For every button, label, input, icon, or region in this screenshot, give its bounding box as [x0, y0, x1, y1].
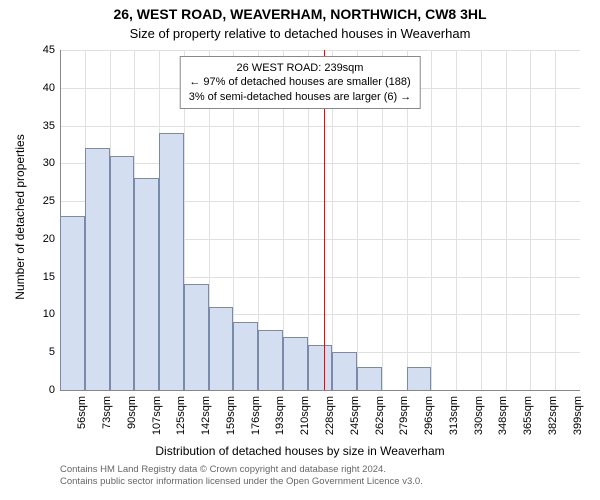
xtick-label: 279sqm	[398, 396, 410, 446]
y-axis-label: Number of detached properties	[13, 117, 27, 317]
ytick-label: 25	[30, 195, 55, 207]
copyright-line1: Contains HM Land Registry data © Crown c…	[60, 464, 590, 476]
grid-line-v	[555, 50, 556, 390]
bar	[85, 148, 110, 390]
ytick-label: 35	[30, 120, 55, 132]
xtick-label: 313sqm	[448, 396, 460, 446]
xtick-label: 193sqm	[274, 396, 286, 446]
xtick-label: 245sqm	[349, 396, 361, 446]
xtick-label: 399sqm	[572, 396, 584, 446]
grid-line-v	[530, 50, 531, 390]
ytick-label: 0	[30, 384, 55, 396]
xtick-label: 262sqm	[374, 396, 386, 446]
grid-line-h	[60, 163, 580, 164]
grid-line-h	[60, 126, 580, 127]
xtick-label: 107sqm	[151, 396, 163, 446]
chart-container: { "title_main": "26, WEST ROAD, WEAVERHA…	[0, 0, 600, 500]
xtick-label: 365sqm	[522, 396, 534, 446]
xtick-label: 210sqm	[299, 396, 311, 446]
chart-title: 26, WEST ROAD, WEAVERHAM, NORTHWICH, CW8…	[0, 6, 600, 22]
bar	[184, 284, 209, 390]
xtick-label: 142sqm	[200, 396, 212, 446]
copyright-line2: Contains public sector information licen…	[60, 476, 590, 488]
xtick-label: 159sqm	[225, 396, 237, 446]
ytick-label: 45	[30, 44, 55, 56]
bar	[357, 367, 382, 390]
xtick-label: 330sqm	[473, 396, 485, 446]
ytick-label: 30	[30, 157, 55, 169]
bar	[134, 178, 159, 390]
xtick-label: 348sqm	[497, 396, 509, 446]
grid-line-v	[456, 50, 457, 390]
grid-line-v	[506, 50, 507, 390]
ytick-label: 40	[30, 82, 55, 94]
bar	[308, 345, 333, 390]
x-axis-label: Distribution of detached houses by size …	[0, 444, 600, 458]
xtick-label: 228sqm	[324, 396, 336, 446]
bar	[407, 367, 432, 390]
chart-subtitle: Size of property relative to detached ho…	[0, 26, 600, 41]
xtick-label: 73sqm	[101, 396, 113, 446]
annotation-line2: ← 97% of detached houses are smaller (18…	[189, 75, 412, 89]
ytick-label: 15	[30, 271, 55, 283]
bar	[258, 330, 283, 390]
copyright-block: Contains HM Land Registry data © Crown c…	[60, 464, 590, 489]
x-axis-line	[60, 390, 580, 391]
xtick-label: 296sqm	[423, 396, 435, 446]
bar	[283, 337, 308, 390]
annotation-box: 26 WEST ROAD: 239sqm ← 97% of detached h…	[180, 56, 421, 109]
xtick-label: 90sqm	[126, 396, 138, 446]
bar	[60, 216, 85, 390]
xtick-label: 382sqm	[547, 396, 559, 446]
ytick-label: 5	[30, 346, 55, 358]
bar	[110, 156, 135, 390]
annotation-line1: 26 WEST ROAD: 239sqm	[189, 61, 412, 75]
bar	[159, 133, 184, 390]
ytick-label: 10	[30, 308, 55, 320]
xtick-label: 56sqm	[76, 396, 88, 446]
bar	[332, 352, 357, 390]
annotation-line3: 3% of semi-detached houses are larger (6…	[189, 90, 412, 104]
xtick-label: 125sqm	[175, 396, 187, 446]
grid-line-h	[60, 50, 580, 51]
grid-line-v	[481, 50, 482, 390]
xtick-label: 176sqm	[250, 396, 262, 446]
grid-line-v	[431, 50, 432, 390]
bar	[209, 307, 234, 390]
bar	[233, 322, 258, 390]
ytick-label: 20	[30, 233, 55, 245]
